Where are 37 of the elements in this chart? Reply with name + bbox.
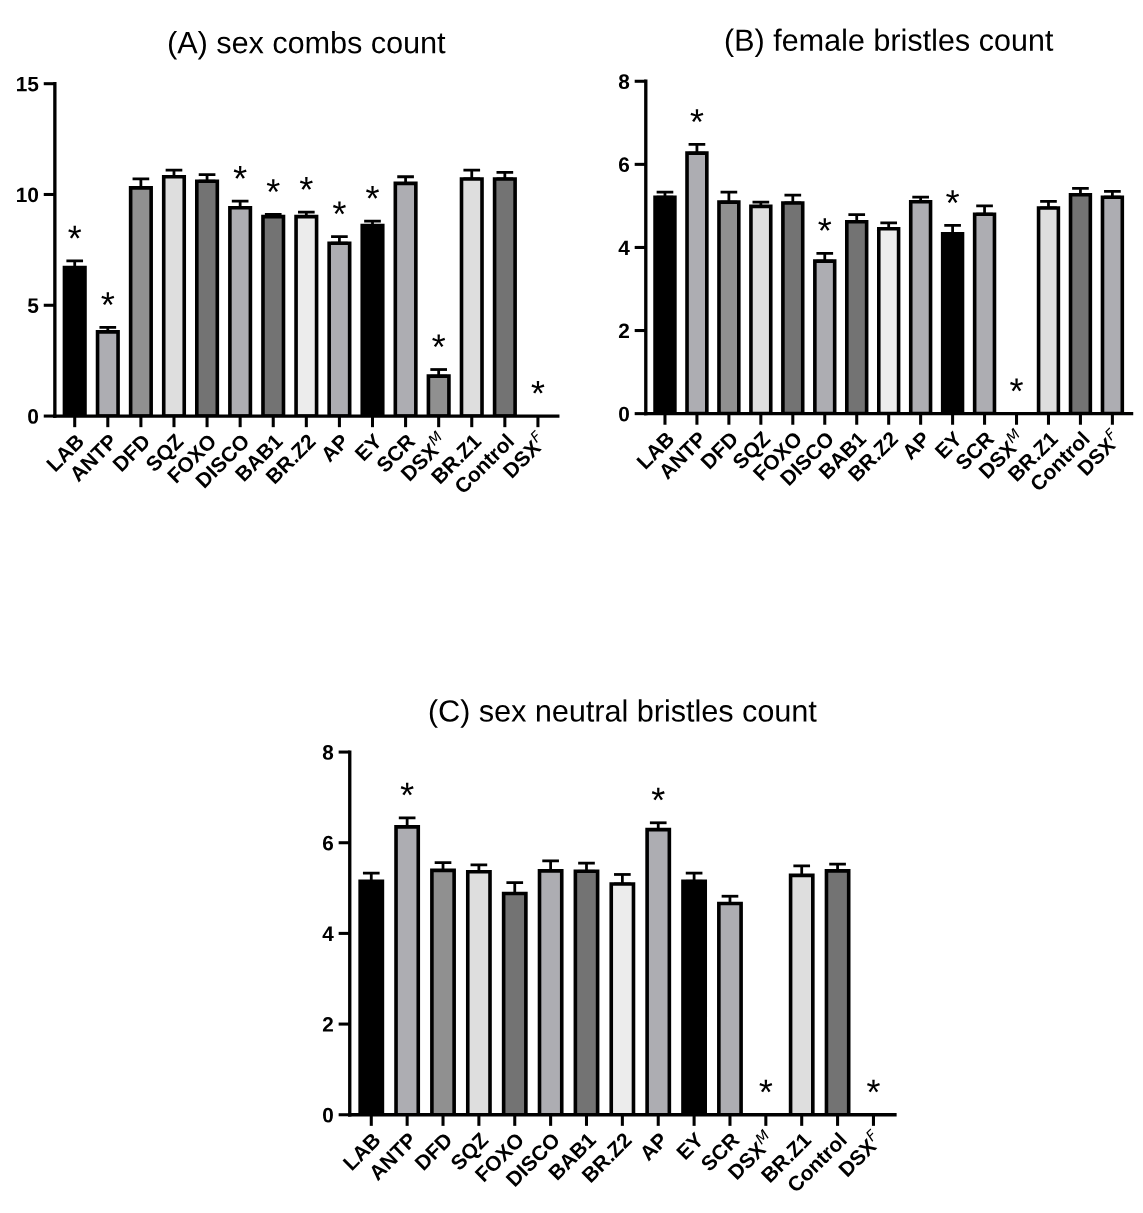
y-tick-label: 6 (619, 157, 630, 173)
x-tick-label: AP (901, 430, 931, 461)
y-tick-label: 10 (17, 187, 39, 203)
chart-title: (A) sex combs count (168, 31, 446, 60)
y-tick-label: 0 (323, 1107, 333, 1123)
annotation: * (867, 1079, 880, 1093)
y-tick-label: 6 (322, 835, 334, 851)
annotation: * (531, 380, 545, 394)
annotation: * (651, 787, 665, 801)
y-tick-label: 4 (322, 926, 334, 941)
annotation: * (690, 109, 704, 122)
annotation: * (233, 166, 247, 179)
y-tick-label: 8 (618, 74, 630, 90)
annotation: * (1010, 378, 1023, 392)
annotation: * (946, 190, 960, 203)
x-tick-label: AP (638, 1131, 669, 1162)
chart-title: (C) sex neutral bristles count (429, 699, 817, 728)
x-tick-label: AP (319, 433, 350, 463)
y-tick-label: 0 (619, 406, 629, 422)
y-tick-label: 2 (322, 1017, 333, 1032)
annotation: * (400, 782, 414, 796)
annotation: * (332, 201, 346, 215)
y-tick-label: 4 (618, 240, 630, 255)
y-tick-label: 8 (322, 745, 334, 760)
annotation: * (266, 179, 280, 192)
annotation: * (101, 292, 115, 305)
annotation: * (299, 177, 313, 190)
annotation: * (366, 185, 379, 199)
y-tick-label: 2 (618, 323, 629, 339)
annotation: * (68, 225, 82, 239)
annotation: * (759, 1079, 773, 1093)
annotation: * (818, 218, 832, 231)
annotation: * (432, 334, 446, 348)
chart-title: (B) female bristles count (725, 28, 1054, 58)
y-tick-label: 15 (17, 76, 39, 92)
y-tick-label: 0 (28, 409, 39, 424)
y-tick-label: 5 (27, 298, 39, 314)
